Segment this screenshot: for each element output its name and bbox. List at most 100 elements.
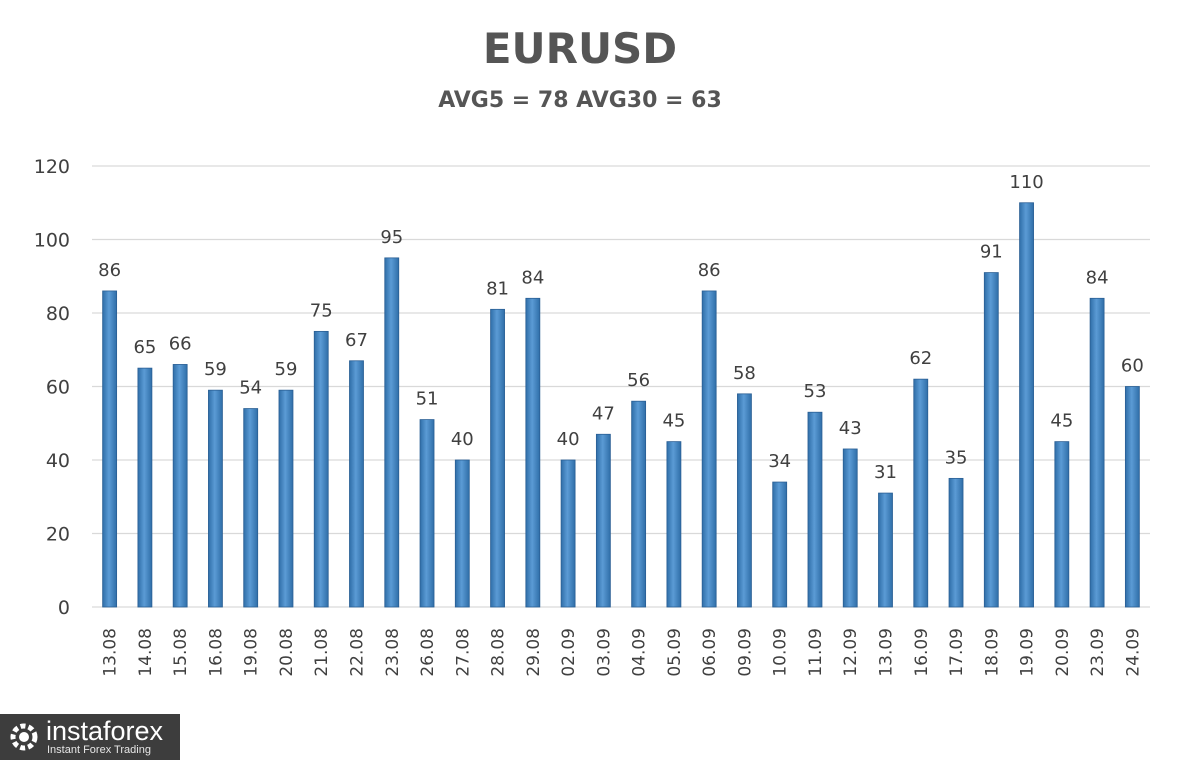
chart-title: EURUSD — [482, 24, 678, 73]
data-label: 81 — [486, 278, 509, 299]
y-tick-label: 120 — [34, 156, 70, 178]
x-tick-label: 09.09 — [735, 628, 755, 677]
data-label: 67 — [345, 330, 368, 351]
x-tick-label: 20.09 — [1053, 628, 1073, 677]
data-label: 34 — [768, 451, 791, 472]
bar — [913, 378, 929, 608]
bar — [631, 400, 647, 608]
bar — [878, 492, 893, 608]
bar — [1124, 386, 1140, 608]
x-tick-label: 23.08 — [383, 628, 403, 677]
x-tick-label: 19.09 — [1018, 628, 1038, 677]
data-label: 60 — [1121, 356, 1144, 377]
data-label: 56 — [627, 370, 650, 391]
bar — [349, 360, 364, 608]
bar — [737, 393, 752, 608]
data-label: 53 — [804, 381, 827, 402]
data-label: 110 — [1009, 172, 1043, 193]
x-axis-ticks: 13.08 14.08 15.08 16.08 19.08 20.08 21.08 22.08… — [101, 628, 1144, 677]
x-tick-label: 20.08 — [277, 628, 297, 677]
data-label: 40 — [451, 429, 474, 450]
x-tick-label: 03.09 — [594, 628, 614, 677]
bar — [595, 433, 611, 608]
x-tick-label: 10.09 — [771, 628, 791, 677]
bar — [525, 297, 541, 608]
x-tick-label: 15.08 — [171, 628, 191, 677]
data-label: 84 — [521, 267, 544, 288]
x-tick-label: 11.09 — [806, 628, 826, 677]
bar — [419, 419, 435, 608]
x-tick-label: 28.08 — [489, 628, 509, 677]
data-label: 65 — [133, 337, 156, 358]
data-label: 86 — [98, 260, 121, 281]
chart-subtitle: AVG5 = 78 AVG30 = 63 — [438, 88, 722, 113]
x-tick-label: 29.08 — [524, 628, 544, 677]
x-tick-label: 21.08 — [312, 628, 332, 677]
data-label: 51 — [416, 389, 439, 410]
data-label: 35 — [945, 447, 968, 468]
x-tick-label: 22.08 — [348, 628, 368, 677]
y-tick-label: 60 — [46, 377, 70, 399]
bar — [137, 367, 153, 608]
y-tick-label: 20 — [46, 524, 70, 546]
data-label: 45 — [662, 411, 685, 432]
logo-gear-icon — [10, 723, 38, 751]
x-tick-label: 05.09 — [665, 628, 685, 677]
data-label: 31 — [874, 462, 897, 483]
x-tick-label: 24.09 — [1123, 628, 1143, 677]
bar — [243, 408, 259, 608]
data-label: 45 — [1050, 411, 1073, 432]
x-tick-label: 19.08 — [242, 628, 262, 677]
data-label: 47 — [592, 403, 615, 424]
bar — [666, 441, 682, 608]
y-tick-label: 80 — [46, 303, 70, 325]
bar — [313, 330, 329, 608]
bar — [560, 459, 576, 608]
data-label: 91 — [980, 242, 1003, 263]
x-tick-label: 16.09 — [912, 628, 932, 677]
data-label: 66 — [169, 333, 192, 354]
bar — [1089, 297, 1105, 608]
x-tick-label: 04.09 — [630, 628, 650, 677]
x-tick-label: 02.09 — [559, 628, 579, 677]
x-tick-label: 23.09 — [1088, 628, 1108, 677]
data-labels: 86 65 66 59 54 59 75 67 95 51 40 81 84 40 47 56 45 86 58 34… — [98, 172, 1144, 483]
x-tick-label: 16.08 — [206, 628, 226, 677]
bars — [102, 202, 1140, 608]
bar — [983, 272, 999, 608]
x-tick-label: 13.08 — [101, 628, 121, 677]
bar — [208, 389, 223, 608]
bar — [842, 448, 858, 608]
data-label: 54 — [239, 378, 262, 399]
data-label: 40 — [557, 429, 580, 450]
bar — [172, 364, 188, 608]
y-tick-label: 0 — [58, 597, 70, 619]
bar — [490, 308, 505, 608]
bar — [772, 481, 788, 608]
bar — [1019, 202, 1034, 608]
data-label: 59 — [275, 359, 298, 380]
data-label: 58 — [733, 363, 756, 384]
bar — [454, 459, 470, 608]
x-tick-label: 12.09 — [841, 628, 861, 677]
data-label: 84 — [1086, 267, 1109, 288]
x-tick-label: 27.08 — [453, 628, 473, 677]
bar — [948, 477, 964, 608]
data-label: 62 — [909, 348, 932, 369]
x-tick-label: 17.09 — [947, 628, 967, 677]
bar — [102, 290, 118, 608]
logo-tagline: Instant Forex Trading — [47, 744, 151, 756]
data-label: 86 — [698, 260, 721, 281]
x-tick-label: 26.08 — [418, 628, 438, 677]
y-tick-label: 40 — [46, 450, 70, 472]
data-label: 75 — [310, 300, 333, 321]
x-tick-label: 06.09 — [700, 628, 720, 677]
gridlines — [92, 165, 1150, 608]
bar — [278, 389, 294, 608]
bar — [384, 257, 400, 608]
x-tick-label: 13.09 — [877, 628, 897, 677]
bar — [807, 411, 823, 608]
instaforex-logo: instaforex Instant Forex Trading — [0, 714, 180, 760]
